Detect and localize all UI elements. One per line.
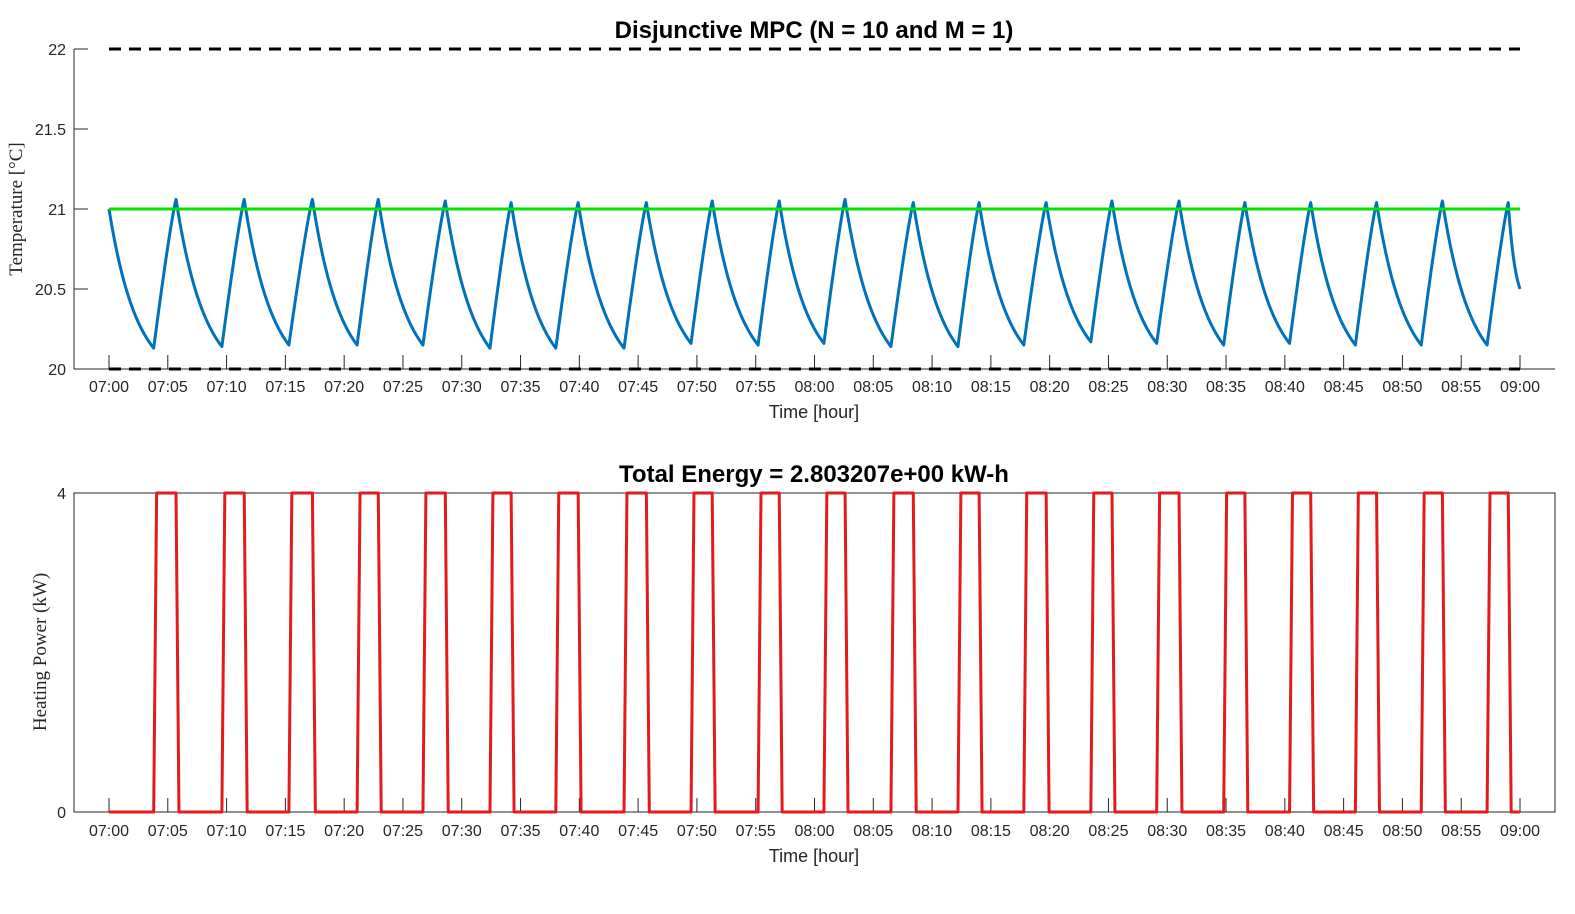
heating-power-x-tick-label: 07:55	[736, 823, 776, 840]
temperature-x-tick-label: 08:25	[1088, 379, 1128, 396]
heating-power-x-tick-label: 07:35	[501, 823, 541, 840]
heating-power-chart-title: Total Energy = 2.803207e+00 kW-h	[619, 461, 1009, 488]
heating-power-x-tick-label: 07:10	[207, 823, 247, 840]
temperature-x-tick-label: 08:05	[853, 379, 893, 396]
heating-power-x-tick-label: 07:15	[265, 823, 305, 840]
heating-power-x-tick-label: 09:00	[1500, 823, 1540, 840]
heating-power-x-tick-label: 08:15	[971, 823, 1011, 840]
temperature-y-tick-label: 21.5	[35, 122, 66, 139]
temperature-x-tick-label: 08:15	[971, 379, 1011, 396]
temperature-x-ticks: 07:00 07:05 07:10 07:15 07:20 07:25 07:30 07:35…	[89, 355, 1540, 396]
temperature-x-tick-label: 08:00	[794, 379, 834, 396]
temperature-x-tick-label: 08:10	[912, 379, 952, 396]
heating-power-x-tick-label: 08:25	[1088, 823, 1128, 840]
heating-power-x-tick-label: 08:35	[1206, 823, 1246, 840]
temperature-x-tick-label: 07:35	[501, 379, 541, 396]
heating-power-x-tick-label: 08:10	[912, 823, 952, 840]
temperature-x-tick-label: 08:20	[1030, 379, 1070, 396]
temperature-y-ticks: 20 20.5 21 21.5 22	[35, 42, 88, 379]
temperature-x-tick-label: 07:55	[736, 379, 776, 396]
heating-power-x-tick-label: 07:30	[442, 823, 482, 840]
temperature-x-tick-label: 08:40	[1265, 379, 1305, 396]
temperature-x-tick-label: 07:20	[324, 379, 364, 396]
temperature-x-tick-label: 07:10	[207, 379, 247, 396]
temperature-x-tick-label: 08:35	[1206, 379, 1246, 396]
temperature-series-line	[107, 197, 1522, 350]
heating-power-x-tick-label: 07:00	[89, 823, 129, 840]
temperature-x-tick-label: 07:40	[559, 379, 599, 396]
heating-power-x-tick-label: 08:00	[794, 823, 834, 840]
temperature-x-tick-label: 07:30	[442, 379, 482, 396]
temperature-x-tick-label: 08:50	[1382, 379, 1422, 396]
temperature-x-tick-label: 09:00	[1500, 379, 1540, 396]
temperature-x-tick-label: 07:45	[618, 379, 658, 396]
heating-power-y-axis-label: Heating Power (kW)	[30, 573, 51, 731]
heating-power-y-tick-label: 4	[57, 486, 66, 503]
heating-power-x-tick-label: 08:45	[1324, 823, 1364, 840]
heating-power-x-tick-label: 08:55	[1441, 823, 1481, 840]
heating-power-x-tick-label: 07:50	[677, 823, 717, 840]
heating-power-x-tick-label: 07:05	[148, 823, 188, 840]
temperature-x-tick-label: 07:15	[265, 379, 305, 396]
heating-power-x-ticks: 07:00 07:05 07:10 07:15 07:20 07:25 07:30 07:35…	[89, 798, 1540, 840]
temperature-x-tick-label: 08:45	[1324, 379, 1364, 396]
temperature-x-tick-label: 08:55	[1441, 379, 1481, 396]
temperature-series	[107, 47, 1522, 371]
heating-power-x-axis-label: Time [hour]	[769, 846, 859, 866]
heating-power-x-tick-label: 07:45	[618, 823, 658, 840]
heating-power-x-tick-label: 08:30	[1147, 823, 1187, 840]
heating-power-x-tick-label: 08:05	[853, 823, 893, 840]
temperature-x-tick-label: 07:25	[383, 379, 423, 396]
heating-power-series-line	[109, 491, 1520, 814]
heating-power-x-tick-label: 07:20	[324, 823, 364, 840]
temperature-x-tick-label: 07:05	[148, 379, 188, 396]
temperature-y-tick-label: 22	[48, 42, 66, 59]
temperature-x-tick-label: 07:50	[677, 379, 717, 396]
heating-power-y-ticks: 04	[57, 486, 88, 822]
temperature-chart-title: Disjunctive MPC (N = 10 and M = 1)	[615, 17, 1014, 44]
heating-power-chart: Total Energy = 2.803207e+00 kW-h 04 07:0…	[30, 461, 1556, 866]
temperature-y-tick-label: 20	[48, 362, 66, 379]
heating-power-x-tick-label: 07:40	[559, 823, 599, 840]
heating-power-x-tick-label: 08:40	[1265, 823, 1305, 840]
temperature-x-tick-label: 07:00	[89, 379, 129, 396]
temperature-y-axis-label: Temperature [°C]	[6, 142, 27, 275]
heating-power-plot-area	[73, 492, 1556, 813]
heating-power-x-tick-label: 08:20	[1030, 823, 1070, 840]
heating-power-y-tick-label: 0	[57, 805, 66, 822]
heating-power-x-tick-label: 08:50	[1382, 823, 1422, 840]
temperature-y-tick-label: 21	[48, 202, 66, 219]
temperature-y-tick-label: 20.5	[35, 282, 66, 299]
heating-power-series	[109, 491, 1520, 814]
heating-power-x-tick-label: 07:25	[383, 823, 423, 840]
temperature-x-tick-label: 08:30	[1147, 379, 1187, 396]
temperature-x-axis-label: Time [hour]	[769, 402, 859, 422]
temperature-chart: Disjunctive MPC (N = 10 and M = 1) 20 20.…	[6, 17, 1555, 422]
